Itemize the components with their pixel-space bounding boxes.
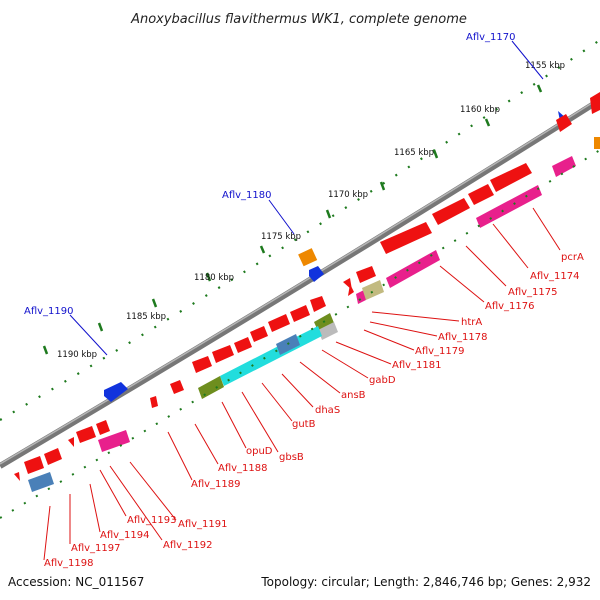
gene-labels: pcrA Aflv_1174 Aflv_1175 Aflv_1176 htrA … xyxy=(44,252,584,569)
label-aflv1188: Aflv_1188 xyxy=(218,463,268,474)
gene-orange-1 xyxy=(298,248,318,267)
label-pcrA: pcrA xyxy=(561,252,584,263)
scale-label-1190: 1190 kbp xyxy=(57,350,97,360)
scale-label-1180: 1180 kbp xyxy=(194,273,234,283)
label-aflv1181: Aflv_1181 xyxy=(392,360,442,371)
label-gutB: gutB xyxy=(292,419,316,430)
label-aflv1179: Aflv_1179 xyxy=(415,346,465,357)
label-dhaS: dhaS xyxy=(315,405,340,416)
gene-arrow xyxy=(14,472,20,481)
label-ansB: ansB xyxy=(341,390,366,401)
label-aflv1170: Aflv_1170 xyxy=(466,32,516,43)
gene-arrow xyxy=(192,356,212,373)
gene-arrow xyxy=(170,380,184,394)
feature-steel xyxy=(28,472,54,492)
scale-label-1160: 1160 kbp xyxy=(460,105,500,115)
scale-labels: 1155 kbp 1160 kbp 1165 kbp 1170 kbp 1175… xyxy=(57,61,565,360)
label-aflv1190: Aflv_1190 xyxy=(24,306,74,317)
label-gbsB: gbsB xyxy=(279,452,304,463)
gene-arrow xyxy=(590,92,600,114)
label-htrA: htrA xyxy=(461,317,482,328)
label-gabD: gabD xyxy=(369,375,396,386)
outer-major-ticks xyxy=(42,84,543,355)
gene-arrow xyxy=(44,448,62,465)
feature-pink xyxy=(552,156,576,177)
gene-arrow xyxy=(490,163,532,192)
gene-arrow xyxy=(250,326,268,342)
topology-text: Topology: circular; Length: 2,846,746 bp… xyxy=(260,575,591,589)
genome-backbone xyxy=(0,97,600,469)
feature-pink xyxy=(386,250,440,288)
top-callouts xyxy=(69,40,544,356)
feature-olive xyxy=(198,376,224,399)
gene-arrow xyxy=(310,296,326,312)
gene-arrow xyxy=(348,284,354,296)
label-aflv1178: Aflv_1178 xyxy=(438,332,488,343)
gene-arrow xyxy=(96,420,110,435)
scale-label-1165: 1165 kbp xyxy=(394,148,434,158)
gene-arrow xyxy=(150,396,158,408)
bottom-callouts xyxy=(43,207,561,561)
outer-tick-arc xyxy=(0,39,600,421)
feature-khaki xyxy=(362,280,384,300)
scale-label-1170: 1170 kbp xyxy=(328,190,368,200)
label-aflv1193: Aflv_1193 xyxy=(127,515,177,526)
label-aflv1191: Aflv_1191 xyxy=(178,519,228,530)
label-aflv1194: Aflv_1194 xyxy=(100,530,150,541)
gene-arrow xyxy=(556,114,572,132)
gene-arrow xyxy=(24,456,44,474)
gene-arrow xyxy=(356,266,376,283)
gene-arrow xyxy=(76,426,96,443)
feature-blocks xyxy=(28,156,576,492)
feature-cyan xyxy=(220,326,322,386)
gene-aflv1190-arrow xyxy=(104,382,128,402)
label-aflv1198: Aflv_1198 xyxy=(44,558,94,569)
gene-arrow xyxy=(290,305,310,322)
label-aflv1197: Aflv_1197 xyxy=(71,543,121,554)
gene-arrow xyxy=(380,222,432,254)
gene-orange-2 xyxy=(594,137,600,149)
scale-label-1175: 1175 kbp xyxy=(261,232,301,242)
feature-pink xyxy=(356,290,366,304)
gene-arrow xyxy=(234,337,252,353)
feature-grey xyxy=(318,322,338,340)
label-aflv1192: Aflv_1192 xyxy=(163,540,213,551)
label-aflv1175: Aflv_1175 xyxy=(508,287,558,298)
scale-label-1185: 1185 kbp xyxy=(126,312,166,322)
label-aflv1180: Aflv_1180 xyxy=(222,190,272,201)
label-aflv1174: Aflv_1174 xyxy=(530,271,580,282)
label-aflv1189: Aflv_1189 xyxy=(191,479,241,490)
map-title: Anoxybacillus flavithermus WK1, complete… xyxy=(130,12,467,27)
gene-arrow xyxy=(468,184,494,205)
feature-pink xyxy=(98,430,130,452)
gene-arrow xyxy=(212,345,234,363)
bottom-strand-genes xyxy=(14,92,600,481)
label-opuD: opuD xyxy=(246,446,273,457)
genome-backbone-highlight xyxy=(0,97,600,465)
gene-arrow xyxy=(432,198,470,225)
gene-arrow xyxy=(68,437,74,447)
gene-aflv1180-arrow xyxy=(309,266,324,282)
label-aflv1176: Aflv_1176 xyxy=(485,301,535,312)
scale-label-1155: 1155 kbp xyxy=(525,61,565,71)
accession-text: Accession: NC_011567 xyxy=(8,575,144,589)
gene-arrow xyxy=(268,314,290,332)
